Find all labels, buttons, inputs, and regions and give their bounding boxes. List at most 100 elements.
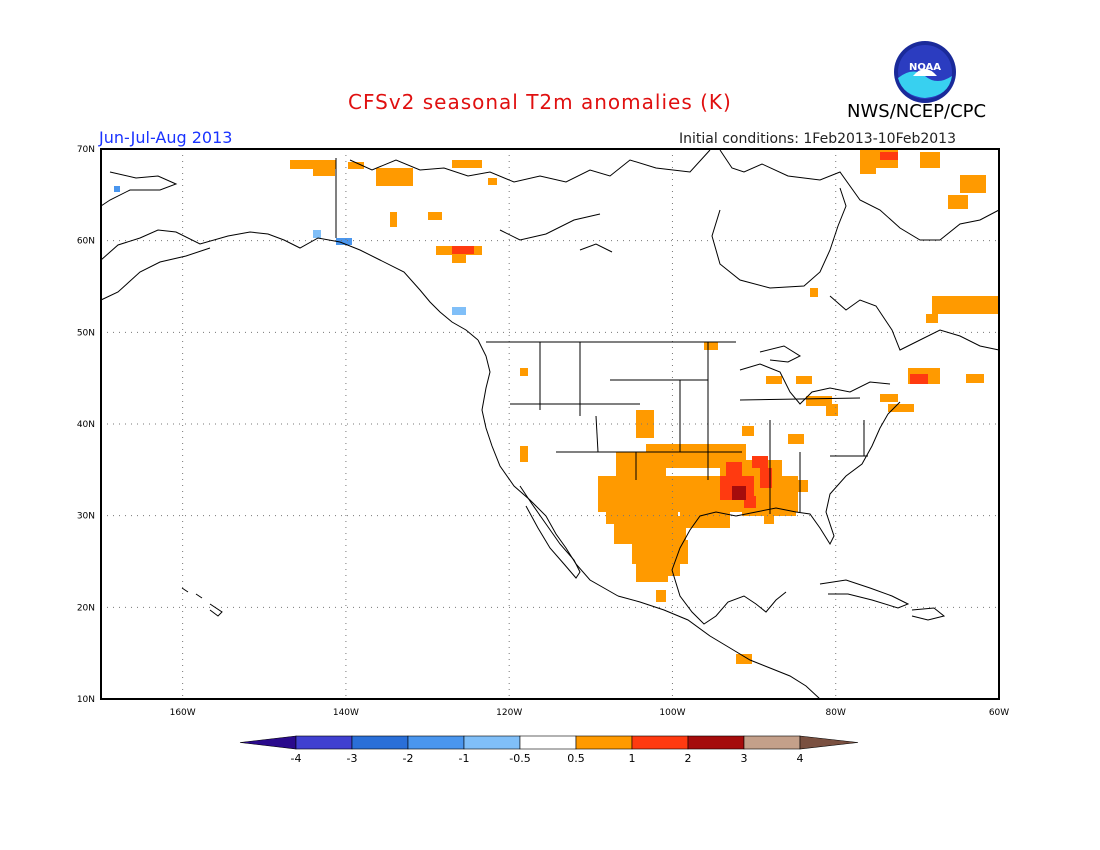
colorbar-swatch <box>631 735 689 750</box>
lat-label: 10N <box>77 695 95 705</box>
anomaly-cell <box>926 314 938 323</box>
colorbar-label: 0.5 <box>567 752 585 765</box>
lon-label: 140W <box>333 708 359 718</box>
anomaly-cell <box>788 434 804 444</box>
colorbar-swatch <box>463 735 521 750</box>
anomaly-cell <box>736 654 752 664</box>
coastline-path <box>519 485 581 579</box>
anomaly-cell <box>313 230 321 238</box>
lon-label: 120W <box>496 708 522 718</box>
anomaly-cell <box>452 307 466 315</box>
anomaly-cell <box>520 446 528 462</box>
anomaly-cell <box>796 480 808 492</box>
anomaly-cell <box>910 374 928 384</box>
anomaly-cell <box>376 168 413 186</box>
anomaly-cell <box>390 212 397 227</box>
anomaly-cell <box>656 590 666 602</box>
latitude-labels: 70N 60N 50N 40N 30N 20N 10N <box>77 145 95 705</box>
coastline-path <box>100 247 211 301</box>
anomaly-cell <box>632 540 688 564</box>
lon-label: 80W <box>826 708 846 718</box>
anomaly-cell <box>114 186 120 192</box>
coastline-path <box>711 187 847 289</box>
colorbar-label: -3 <box>347 752 358 765</box>
anomaly-cell <box>348 162 364 169</box>
coastline-path <box>181 587 189 593</box>
colorbar-label: -2 <box>403 752 414 765</box>
lat-label: 70N <box>77 145 95 155</box>
lat-label: 60N <box>77 237 95 247</box>
anomaly-cell <box>452 246 474 254</box>
coastline-path <box>829 295 1000 351</box>
coastline-path <box>499 213 601 241</box>
colorbar-swatch <box>743 735 801 750</box>
anomaly-cell <box>948 195 968 209</box>
anomaly-cell <box>660 562 680 576</box>
coastline-path <box>349 149 711 183</box>
anomaly-cell <box>452 160 482 168</box>
colorbar-label: -1 <box>459 752 470 765</box>
coastline-path <box>671 401 901 571</box>
season-label: Jun-Jul-Aug 2013 <box>99 128 233 147</box>
anomaly-cell <box>614 516 686 544</box>
anomaly-cell <box>452 255 466 263</box>
anomaly-cell <box>520 368 528 376</box>
lon-label: 100W <box>659 708 685 718</box>
lon-label: 60W <box>989 708 1009 718</box>
anomaly-cell <box>742 426 754 436</box>
coastline-path <box>719 149 1000 241</box>
coastline-path <box>617 595 821 700</box>
coastline-path <box>595 415 599 453</box>
coastline-path <box>819 579 910 609</box>
anomaly-cell <box>880 394 898 402</box>
lat-label: 30N <box>77 512 95 522</box>
colorbar-swatch <box>687 735 745 750</box>
coastline-path <box>477 339 619 597</box>
colorbar-arrow-right <box>799 735 859 750</box>
anomaly-cell <box>780 506 796 516</box>
colorbar-swatch <box>295 735 353 750</box>
colorbar-label: 1 <box>629 752 636 765</box>
anomaly-cell <box>732 486 746 500</box>
anomaly-cell <box>826 404 838 416</box>
lat-label: 40N <box>77 420 95 430</box>
coastline-path <box>195 593 203 599</box>
coastline-path <box>911 607 946 621</box>
anomaly-cell <box>744 496 756 508</box>
coastline-path <box>100 229 479 341</box>
colorbar-swatch <box>351 735 409 750</box>
anomaly-cell <box>772 492 784 506</box>
colorbar-label: 2 <box>685 752 692 765</box>
anomaly-cell <box>313 168 335 176</box>
noaa-logo-icon: NOAA <box>894 41 956 103</box>
colorbar-label: -0.5 <box>509 752 530 765</box>
colorbar-swatch <box>519 735 577 750</box>
anomaly-cell <box>932 296 998 314</box>
chart-title: CFSv2 seasonal T2m anomalies (K) <box>348 90 732 114</box>
coastline-path <box>209 603 223 617</box>
lat-label: 20N <box>77 603 95 613</box>
anomaly-cell <box>806 396 832 406</box>
anomaly-cell <box>616 452 666 476</box>
anomaly-cell <box>760 468 772 488</box>
anomaly-cell <box>920 152 940 168</box>
longitude-labels: 160W 140W 120W 100W 80W 60W <box>170 708 1010 718</box>
initial-conditions-label: Initial conditions: 1Feb2013-10Feb2013 <box>679 131 956 147</box>
anomaly-cell <box>428 212 442 220</box>
lat-label: 50N <box>77 328 95 338</box>
anomaly-cell <box>636 410 654 438</box>
colorbar-label: 4 <box>797 752 804 765</box>
anomaly-cell <box>810 288 818 297</box>
anomaly-cell <box>704 342 718 350</box>
map-frame <box>100 148 1000 700</box>
colorbar-swatch <box>407 735 465 750</box>
coastlines <box>100 149 1000 700</box>
lon-label: 160W <box>170 708 196 718</box>
coastline-path <box>100 171 178 207</box>
coastline-path <box>579 243 613 253</box>
colorbar-arrow-left <box>239 735 297 750</box>
anomaly-cell <box>888 404 914 412</box>
anomaly-cell <box>290 160 336 169</box>
colorbar: -4 -3 -2 -1 -0.5 0.5 1 2 3 4 <box>239 735 859 765</box>
